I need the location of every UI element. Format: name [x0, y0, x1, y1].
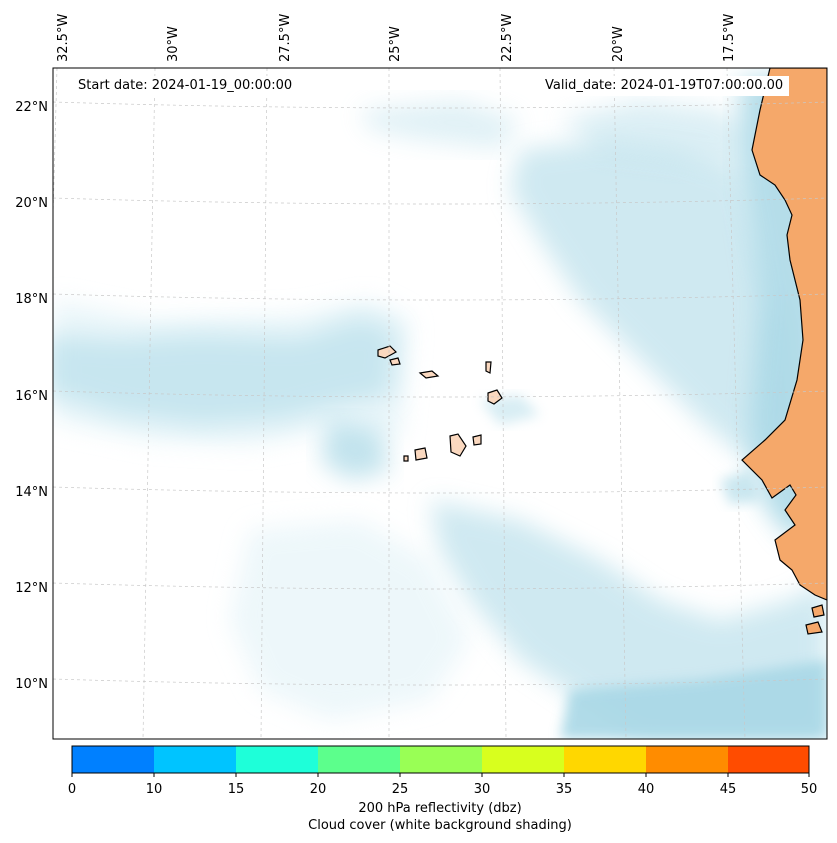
- parallel-line: [53, 101, 827, 109]
- latitude-labels: 22°N 20°N 18°N 16°N 14°N 12°N 10°N: [15, 100, 48, 692]
- lat-label: 16°N: [15, 389, 48, 404]
- lat-label: 18°N: [15, 292, 48, 307]
- map-frame: [52, 67, 828, 740]
- lon-label: 32.5°W: [56, 14, 71, 62]
- lat-label: 14°N: [15, 485, 48, 500]
- lon-label: 30°W: [166, 26, 181, 62]
- valid-date-label: Valid_date: 2024-01-19T07:00:00.00: [539, 76, 790, 96]
- colorbar-tick: 0: [68, 782, 76, 797]
- lat-label: 22°N: [15, 100, 48, 115]
- lon-label: 25°W: [388, 26, 403, 62]
- colorbar-tick: 45: [720, 782, 737, 797]
- lon-label: 17.5°W: [722, 14, 737, 62]
- parallel-line: [53, 678, 827, 686]
- colorbar-tick: 10: [146, 782, 163, 797]
- colorbar-tick: 15: [228, 782, 245, 797]
- colorbar-segment: [400, 746, 482, 773]
- graticule: [53, 68, 827, 739]
- colorbar-segment: [72, 746, 154, 773]
- colorbar: 0 10 15 20 25 30 35 40 45 50: [68, 745, 818, 797]
- colorbar-segments: [72, 746, 809, 773]
- land-areas: [377, 68, 827, 635]
- colorbar-segment: [318, 746, 400, 773]
- colorbar-subtitle: Cloud cover (white background shading): [308, 818, 572, 833]
- meridian-line: [260, 68, 268, 739]
- lat-label: 20°N: [15, 196, 48, 211]
- longitude-labels: 32.5°W 30°W 27.5°W 25°W 22.5°W 20°W 17.5…: [56, 14, 737, 62]
- parallel-line: [53, 197, 827, 205]
- lat-label: 12°N: [15, 581, 48, 596]
- lon-label: 20°W: [611, 26, 626, 62]
- colorbar-tick: 35: [556, 782, 573, 797]
- lat-label: 10°N: [15, 677, 48, 692]
- colorbar-tick: 30: [474, 782, 491, 797]
- colorbar-segment: [236, 746, 318, 773]
- colorbar-outline: [71, 745, 810, 774]
- parallel-line: [53, 486, 827, 494]
- colorbar-segment: [564, 746, 646, 773]
- lon-label: 22.5°W: [500, 14, 515, 62]
- lon-label: 27.5°W: [278, 14, 293, 62]
- colorbar-segment: [646, 746, 728, 773]
- colorbar-tick: 40: [638, 782, 655, 797]
- meridian-line: [499, 68, 507, 739]
- colorbar-tick: 25: [392, 782, 409, 797]
- parallel-line: [53, 293, 827, 301]
- colorbar-segment: [728, 746, 809, 773]
- parallel-line: [53, 390, 827, 398]
- colorbar-title: 200 hPa reflectivity (dbz): [358, 801, 522, 816]
- parallel-line: [53, 582, 827, 590]
- colorbar-segment: [482, 746, 564, 773]
- meridian-line: [613, 68, 627, 739]
- meridian-line: [726, 68, 746, 739]
- colorbar-tick: 20: [310, 782, 327, 797]
- colorbar-tick: 50: [801, 782, 818, 797]
- colorbar-segment: [154, 746, 236, 773]
- start-date-label: Start date: 2024-01-19_00:00:00: [72, 76, 299, 96]
- meridian-line: [142, 68, 156, 739]
